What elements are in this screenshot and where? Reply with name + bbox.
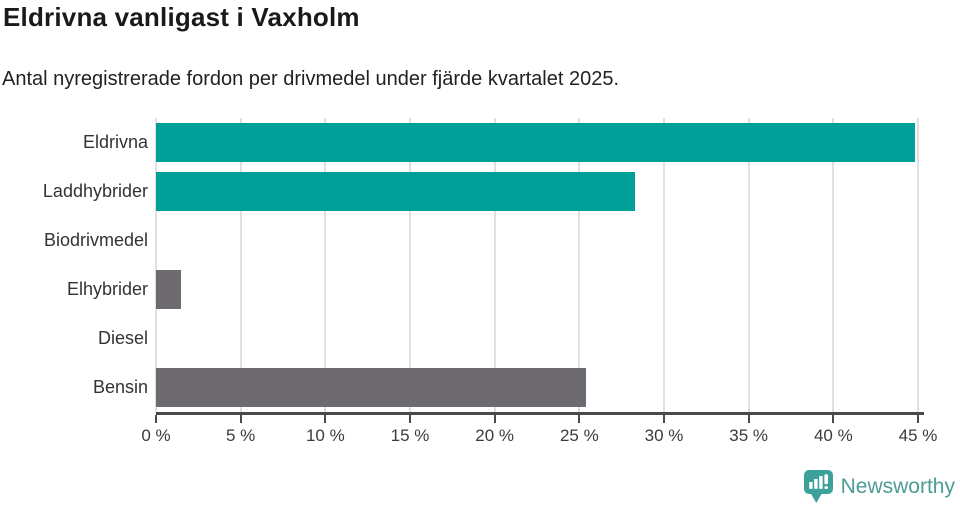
- gridline-40: [832, 118, 835, 412]
- y-axis-label-diesel: Diesel: [97, 328, 148, 348]
- newsworthy-logo[interactable]: Newsworthy: [803, 468, 955, 505]
- x-tick-label-0: 0 %: [141, 426, 171, 445]
- gridline-5: [239, 118, 242, 412]
- chart-title: Eldrivna vanligast i Vaxholm: [3, 2, 360, 32]
- y-axis-labels: Eldrivna Laddhybrider Biodrivmedel Elhybrid…: [0, 118, 148, 412]
- gridline-45: [917, 118, 919, 412]
- bar-eldrivna: [156, 123, 915, 162]
- x-tick-label-35: 35 %: [729, 426, 769, 445]
- chart-subtitle: Antal nyregistrerade fordon per drivmede…: [2, 68, 620, 90]
- bar-laddhybrider: [156, 172, 636, 211]
- gridline-15: [409, 118, 411, 412]
- x-tick-label-20: 20 %: [475, 426, 515, 445]
- y-axis-label-biodrivmedel: Biodrivmedel: [43, 230, 148, 250]
- bar-elhybrider: [156, 270, 182, 309]
- newsworthy-brand-text: Newsworthy: [840, 474, 955, 498]
- x-tick-label-10: 10 %: [305, 426, 345, 445]
- newsworthy-logo-icon: [803, 469, 834, 504]
- x-tick-label-30: 30 %: [644, 426, 684, 445]
- plot-area: [155, 118, 919, 412]
- bar-row-biodrivmedel: [156, 216, 918, 265]
- x-tick-mark-45: [917, 415, 919, 423]
- x-tick-label-5: 5 %: [226, 426, 256, 445]
- x-tick-mark-15: [409, 415, 411, 423]
- bar-row-eldrivna: [156, 118, 918, 167]
- gridline-25: [578, 118, 581, 412]
- bar-row-elhybrider: [156, 265, 918, 314]
- x-tick-mark-0: [155, 415, 157, 423]
- x-tick-label-15: 15 %: [390, 426, 430, 445]
- y-axis-label-bensin: Bensin: [92, 377, 148, 397]
- x-tick-label-45: 45 %: [898, 426, 938, 445]
- bar-row-laddhybrider: [156, 167, 918, 216]
- gridline-35: [747, 118, 750, 412]
- x-axis-ticks: 0 % 5 % 10 % 15 % 20 % 25 % 30 % 35 % 40 % 45 %: [141, 415, 937, 455]
- gridline-10: [324, 118, 327, 412]
- x-tick-mark-30: [663, 415, 665, 423]
- bar-row-diesel: [156, 314, 918, 363]
- x-tick-mark-35: [747, 415, 750, 423]
- bar-row-bensin: [156, 363, 918, 412]
- x-tick-mark-20: [493, 415, 496, 423]
- gridline-30: [663, 118, 665, 412]
- x-tick-mark-40: [832, 415, 835, 423]
- y-axis-label-eldrivna: Eldrivna: [82, 132, 148, 152]
- gridline-20: [493, 118, 496, 412]
- gridline-0: [155, 118, 157, 412]
- x-tick-label-25: 25 %: [559, 426, 599, 445]
- x-tick-label-40: 40 %: [813, 426, 853, 445]
- x-tick-mark-10: [324, 415, 327, 423]
- y-axis-label-elhybrider: Elhybrider: [66, 279, 148, 299]
- y-axis-label-laddhybrider: Laddhybrider: [42, 181, 148, 201]
- x-tick-mark-25: [578, 415, 581, 423]
- bar-bensin: [156, 368, 587, 407]
- x-tick-mark-5: [239, 415, 242, 423]
- x-axis-line: [156, 412, 924, 415]
